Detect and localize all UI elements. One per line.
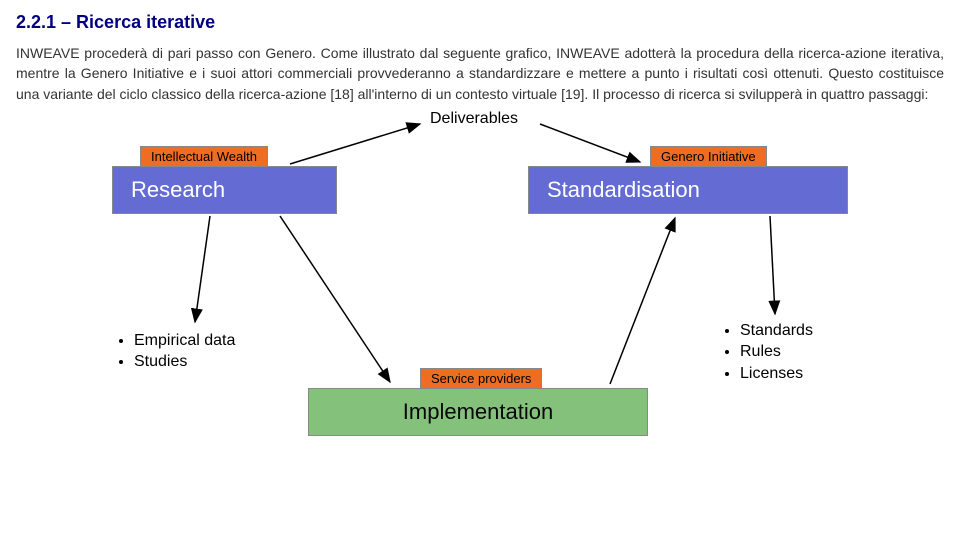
section-paragraph: INWEAVE procederà di pari passo con Gene… bbox=[16, 43, 944, 104]
arrows-svg bbox=[110, 110, 850, 440]
section-heading: 2.2.1 – Ricerca iterative bbox=[16, 12, 944, 33]
diagram-container: Deliverables Intellectual Wealth Researc… bbox=[110, 110, 850, 440]
